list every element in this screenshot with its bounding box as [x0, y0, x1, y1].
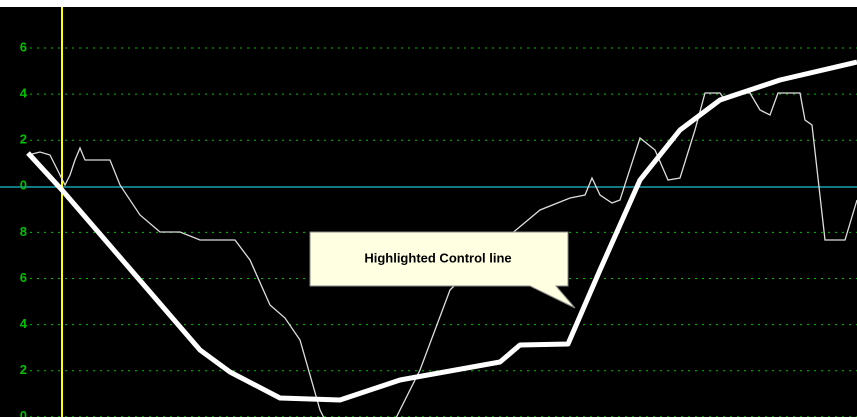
y-tick-label: 4 — [20, 316, 28, 331]
callout: Highlighted Control line — [309, 231, 576, 309]
callout-box — [309, 231, 576, 309]
y-tick-label: 8 — [20, 224, 27, 239]
y-tick-label: 6 — [20, 270, 27, 285]
y-tick-label: 0 — [20, 408, 27, 417]
control-line — [26, 59, 857, 403]
y-tick-label: 4 — [20, 86, 28, 101]
y-tick-label: 0 — [20, 178, 27, 193]
y-tick-label: 2 — [20, 362, 27, 377]
y-tick-label: 2 — [20, 132, 27, 147]
y-tick-label: 6 — [20, 39, 27, 54]
callout-text: Highlighted Control line — [364, 250, 511, 265]
top-border — [0, 0, 857, 7]
